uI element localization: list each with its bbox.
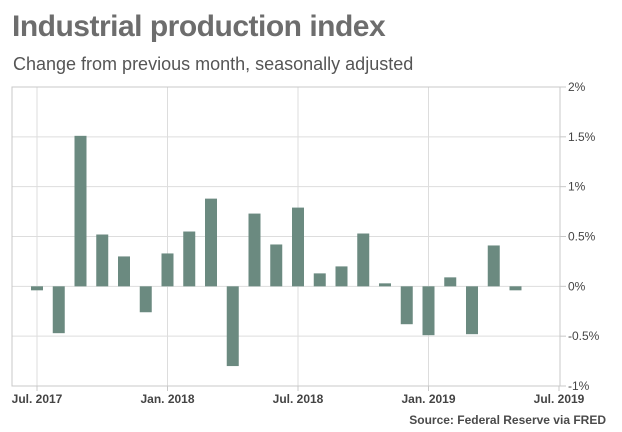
bar-2017-10 (96, 234, 109, 287)
x-tick-label: Jul. 2019 (534, 392, 585, 406)
bar-2017-11 (118, 256, 130, 287)
bar-2018-04 (226, 286, 239, 367)
bar-2017-09 (74, 135, 87, 287)
y-tick-label: 1.5% (568, 130, 596, 144)
bar-2017-12 (139, 286, 152, 313)
y-tick-label: 2% (568, 80, 586, 94)
chart-title: Industrial production index (12, 10, 386, 43)
bar-2019-03 (466, 286, 478, 335)
bar-2018-03 (205, 198, 217, 287)
bar-2019-04 (487, 245, 500, 287)
y-tick-label: 1% (568, 180, 586, 194)
bar-2018-05 (248, 213, 261, 287)
bar-2018-01 (161, 253, 174, 287)
x-tick-label: Jul. 2017 (12, 392, 63, 406)
bar-2019-05 (509, 286, 522, 291)
bar-2018-06 (270, 244, 283, 287)
bar-2017-08 (52, 286, 65, 334)
x-tick-label: Jul. 2018 (273, 392, 324, 406)
source-note: Source: Federal Reserve via FRED (409, 413, 606, 427)
chart-subtitle: Change from previous month, seasonally a… (13, 54, 414, 74)
bar-2018-02 (183, 231, 196, 287)
bar-2018-09 (335, 266, 348, 287)
y-tick-label: 0.5% (568, 230, 596, 244)
x-tick-label: Jan. 2018 (140, 392, 194, 406)
x-axis-ticks: Jul. 2017 Jan. 2018 Jul. 2018 Jan. 2019 Jul.… (12, 386, 585, 406)
gridlines (12, 86, 560, 387)
x-tick-label: Jan. 2019 (401, 392, 455, 406)
y-axis-ticks: 2% 1.5% 1% 0.5% 0% -0.5% -1% (560, 80, 600, 393)
y-tick-label: -1% (568, 379, 590, 393)
bar-2019-02 (444, 277, 457, 287)
bar-2018-08 (313, 273, 326, 287)
y-tick-label: -0.5% (568, 329, 600, 343)
bar-2018-11 (379, 283, 391, 287)
bar-2018-10 (357, 233, 370, 287)
bar-2018-12 (400, 286, 413, 325)
bar-2018-07 (292, 207, 304, 287)
bar-2019-01 (422, 286, 435, 336)
bar-2017-07 (31, 286, 43, 291)
bars (31, 135, 522, 367)
y-tick-label: 0% (568, 279, 586, 293)
